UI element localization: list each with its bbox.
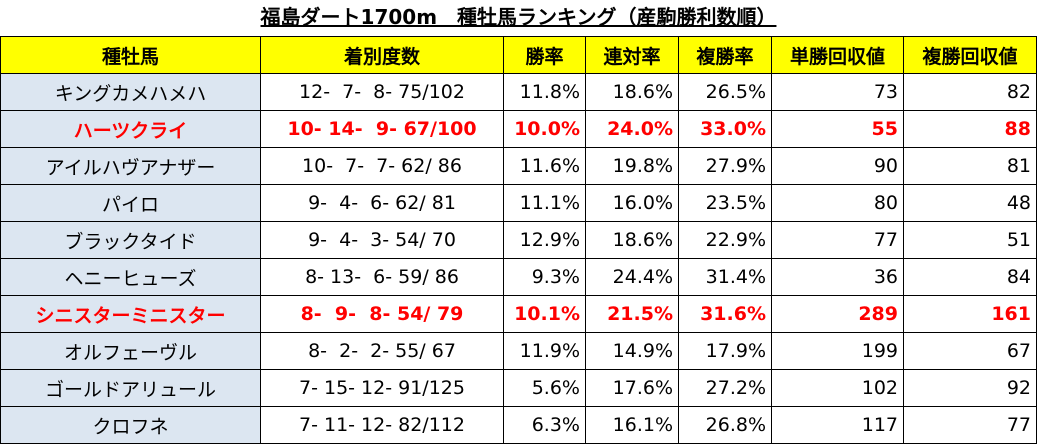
table-row: シニスターミニスター 8- 9- 8- 54/ 79 10.1% 21.5% 31.6%…	[0, 295, 1037, 333]
header-cell: 連対率	[585, 36, 679, 74]
data-cell: 92	[903, 369, 1037, 407]
data-cell: 77	[903, 406, 1037, 444]
data-cell: 23.5%	[678, 184, 772, 222]
table-row: ゴールドアリュール 7- 15- 12- 91/125 5.6% 17.6% 27.2%…	[0, 369, 1037, 407]
table-row: キングカメハメハ 12- 7- 8- 75/102 11.8% 18.6% 26.5% 7…	[0, 73, 1037, 111]
data-cell: 199	[771, 332, 904, 370]
data-cell: 82	[903, 73, 1037, 111]
data-cell: 67	[903, 332, 1037, 370]
data-cell: 16.0%	[585, 184, 679, 222]
data-cell: 12.9%	[503, 221, 586, 259]
data-cell: 16.1%	[585, 406, 679, 444]
data-cell: 36	[771, 258, 904, 296]
data-cell: 81	[903, 147, 1037, 185]
data-cell: 289	[771, 295, 904, 333]
table-row: アイルハヴアナザー 10- 7- 7- 62/ 86 11.6% 19.8% 27.9%…	[0, 147, 1037, 185]
data-cell: 10- 7- 7- 62/ 86	[260, 147, 504, 185]
title: 福島ダート1700m 種牡馬ランキング（産駒勝利数順）	[260, 5, 777, 29]
table-row: クロフネ 7- 11- 12- 82/112 6.3% 16.1% 26.8% 117 77	[0, 406, 1037, 444]
data-cell: 84	[903, 258, 1037, 296]
data-cell: 22.9%	[678, 221, 772, 259]
table-row: ハーツクライ 10- 14- 9- 67/100 10.0% 24.0% 33.0% 55…	[0, 110, 1037, 148]
ranking-table: 種牡馬 着別度数 勝率 連対率 複勝率 単勝回収値 複勝回収値 キングカメハメハ 12- 7-…	[0, 36, 1037, 444]
data-cell: 10- 14- 9- 67/100	[260, 110, 504, 148]
title-bar: 福島ダート1700m 種牡馬ランキング（産駒勝利数順）	[0, 0, 1037, 36]
data-cell: 19.8%	[585, 147, 679, 185]
data-cell: 17.9%	[678, 332, 772, 370]
sire-name: ゴールドアリュール	[0, 369, 261, 407]
data-cell: 11.9%	[503, 332, 586, 370]
data-cell: 18.6%	[585, 73, 679, 111]
data-cell: 10.1%	[503, 295, 586, 333]
data-cell: 11.1%	[503, 184, 586, 222]
data-cell: 12- 7- 8- 75/102	[260, 73, 504, 111]
sire-name: ブラックタイド	[0, 221, 261, 259]
data-cell: 7- 11- 12- 82/112	[260, 406, 504, 444]
sire-name: オルフェーヴル	[0, 332, 261, 370]
data-cell: 31.6%	[678, 295, 772, 333]
data-cell: 9- 4- 3- 54/ 70	[260, 221, 504, 259]
data-cell: 8- 9- 8- 54/ 79	[260, 295, 504, 333]
table-row: ヘニーヒューズ 8- 13- 6- 59/ 86 9.3% 24.4% 31.4% 36 8…	[0, 258, 1037, 296]
data-cell: 51	[903, 221, 1037, 259]
data-cell: 10.0%	[503, 110, 586, 148]
data-cell: 88	[903, 110, 1037, 148]
sire-name: シニスターミニスター	[0, 295, 261, 333]
header-cell: 複勝率	[678, 36, 772, 74]
data-cell: 9.3%	[503, 258, 586, 296]
data-cell: 48	[903, 184, 1037, 222]
data-cell: 8- 2- 2- 55/ 67	[260, 332, 504, 370]
data-cell: 17.6%	[585, 369, 679, 407]
data-cell: 26.8%	[678, 406, 772, 444]
data-cell: 9- 4- 6- 62/ 81	[260, 184, 504, 222]
sire-name: パイロ	[0, 184, 261, 222]
data-cell: 27.9%	[678, 147, 772, 185]
data-cell: 55	[771, 110, 904, 148]
header-cell: 着別度数	[260, 36, 504, 74]
data-cell: 14.9%	[585, 332, 679, 370]
header-cell: 種牡馬	[0, 36, 261, 74]
data-cell: 73	[771, 73, 904, 111]
data-cell: 8- 13- 6- 59/ 86	[260, 258, 504, 296]
data-cell: 7- 15- 12- 91/125	[260, 369, 504, 407]
data-cell: 24.4%	[585, 258, 679, 296]
table-row: オルフェーヴル 8- 2- 2- 55/ 67 11.9% 14.9% 17.9% 199…	[0, 332, 1037, 370]
data-cell: 27.2%	[678, 369, 772, 407]
table-row: ブラックタイド 9- 4- 3- 54/ 70 12.9% 18.6% 22.9% 77 5…	[0, 221, 1037, 259]
header-cell: 勝率	[503, 36, 586, 74]
data-cell: 11.6%	[503, 147, 586, 185]
data-cell: 90	[771, 147, 904, 185]
sire-name: キングカメハメハ	[0, 73, 261, 111]
data-cell: 24.0%	[585, 110, 679, 148]
header-cell: 単勝回収値	[771, 36, 904, 74]
data-cell: 18.6%	[585, 221, 679, 259]
data-cell: 80	[771, 184, 904, 222]
data-cell: 77	[771, 221, 904, 259]
data-cell: 6.3%	[503, 406, 586, 444]
data-cell: 21.5%	[585, 295, 679, 333]
data-cell: 31.4%	[678, 258, 772, 296]
data-cell: 33.0%	[678, 110, 772, 148]
sire-name: アイルハヴアナザー	[0, 147, 261, 185]
header-cell: 複勝回収値	[903, 36, 1037, 74]
data-cell: 117	[771, 406, 904, 444]
sire-name: ハーツクライ	[0, 110, 261, 148]
header-row: 種牡馬 着別度数 勝率 連対率 複勝率 単勝回収値 複勝回収値	[0, 36, 1037, 74]
sire-name: ヘニーヒューズ	[0, 258, 261, 296]
data-cell: 102	[771, 369, 904, 407]
data-cell: 161	[903, 295, 1037, 333]
sire-name: クロフネ	[0, 406, 261, 444]
data-cell: 11.8%	[503, 73, 586, 111]
data-cell: 5.6%	[503, 369, 586, 407]
table-row: パイロ 9- 4- 6- 62/ 81 11.1% 16.0% 23.5% 80 48	[0, 184, 1037, 222]
data-cell: 26.5%	[678, 73, 772, 111]
